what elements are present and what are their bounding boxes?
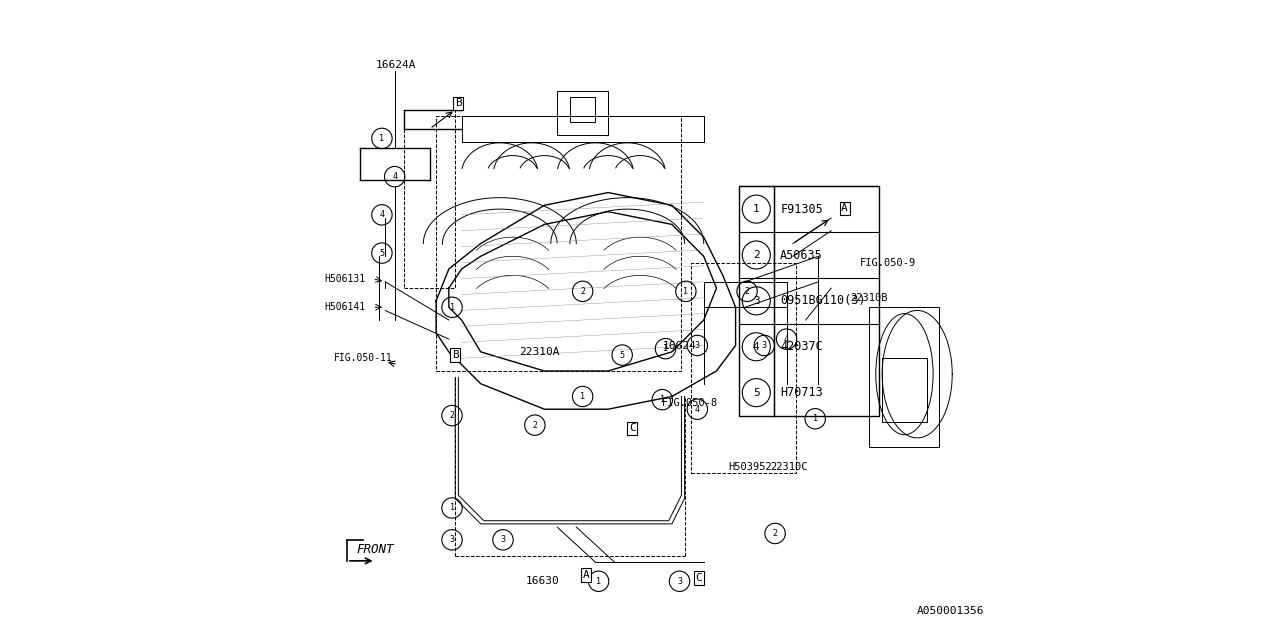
Text: FIG.050-9: FIG.050-9 <box>860 258 916 268</box>
Text: 1: 1 <box>753 204 759 214</box>
Text: 2: 2 <box>753 250 759 260</box>
Text: 2: 2 <box>532 420 538 429</box>
Text: FRONT: FRONT <box>356 543 394 556</box>
Text: 22310A: 22310A <box>518 347 559 357</box>
Text: 3: 3 <box>677 577 682 586</box>
Text: 4: 4 <box>753 342 759 352</box>
Bar <box>882 358 927 422</box>
Text: 2: 2 <box>580 287 585 296</box>
Text: C: C <box>628 423 636 433</box>
Text: 1: 1 <box>813 414 818 423</box>
Text: 1: 1 <box>580 392 585 401</box>
Text: A: A <box>841 204 847 214</box>
Text: B: B <box>452 350 458 360</box>
Text: 22310C: 22310C <box>771 461 808 472</box>
Text: 16624: 16624 <box>662 340 696 351</box>
Text: 4: 4 <box>785 335 788 344</box>
Text: 1: 1 <box>449 504 454 513</box>
Text: C: C <box>695 573 701 583</box>
Text: 1: 1 <box>449 303 454 312</box>
Bar <box>869 307 940 447</box>
Text: FIG.050-11: FIG.050-11 <box>334 353 393 364</box>
Text: H506141: H506141 <box>325 303 366 312</box>
Text: 0951BG110(3): 0951BG110(3) <box>781 294 865 307</box>
Bar <box>436 116 681 371</box>
Bar <box>739 186 879 415</box>
Text: 3: 3 <box>762 341 767 350</box>
Text: 4: 4 <box>695 404 700 413</box>
Bar <box>557 91 608 135</box>
Text: 16630: 16630 <box>525 577 559 586</box>
Text: 5: 5 <box>379 248 384 257</box>
Text: A050001356: A050001356 <box>918 606 984 616</box>
Text: 42037C: 42037C <box>781 340 823 353</box>
Text: A: A <box>582 570 589 580</box>
Text: 22310B: 22310B <box>850 293 888 303</box>
Text: 2: 2 <box>773 529 777 538</box>
Text: H70713: H70713 <box>781 386 823 399</box>
Text: 1: 1 <box>659 395 664 404</box>
Text: 3: 3 <box>753 296 759 306</box>
Text: 3: 3 <box>695 341 700 350</box>
Text: 4: 4 <box>379 211 384 220</box>
Text: 1: 1 <box>379 134 384 143</box>
Text: B: B <box>454 99 462 108</box>
Text: 5: 5 <box>753 388 759 397</box>
Text: 1: 1 <box>596 577 602 586</box>
Text: H506131: H506131 <box>325 274 366 284</box>
Text: FIG.050-8: FIG.050-8 <box>662 398 718 408</box>
Text: 2: 2 <box>449 411 454 420</box>
Text: A50635: A50635 <box>781 248 823 262</box>
Text: 4: 4 <box>392 172 397 181</box>
Bar <box>691 262 796 473</box>
Text: 16624A: 16624A <box>375 60 416 70</box>
Text: F91305: F91305 <box>781 203 823 216</box>
Text: 3: 3 <box>500 535 506 545</box>
Text: 1: 1 <box>684 287 689 296</box>
Text: H503952: H503952 <box>728 461 772 472</box>
Text: 1: 1 <box>663 344 668 353</box>
Bar <box>404 109 456 288</box>
Text: 5: 5 <box>620 351 625 360</box>
Text: 3: 3 <box>449 535 454 545</box>
Bar <box>570 97 595 122</box>
Text: 2: 2 <box>745 287 750 296</box>
